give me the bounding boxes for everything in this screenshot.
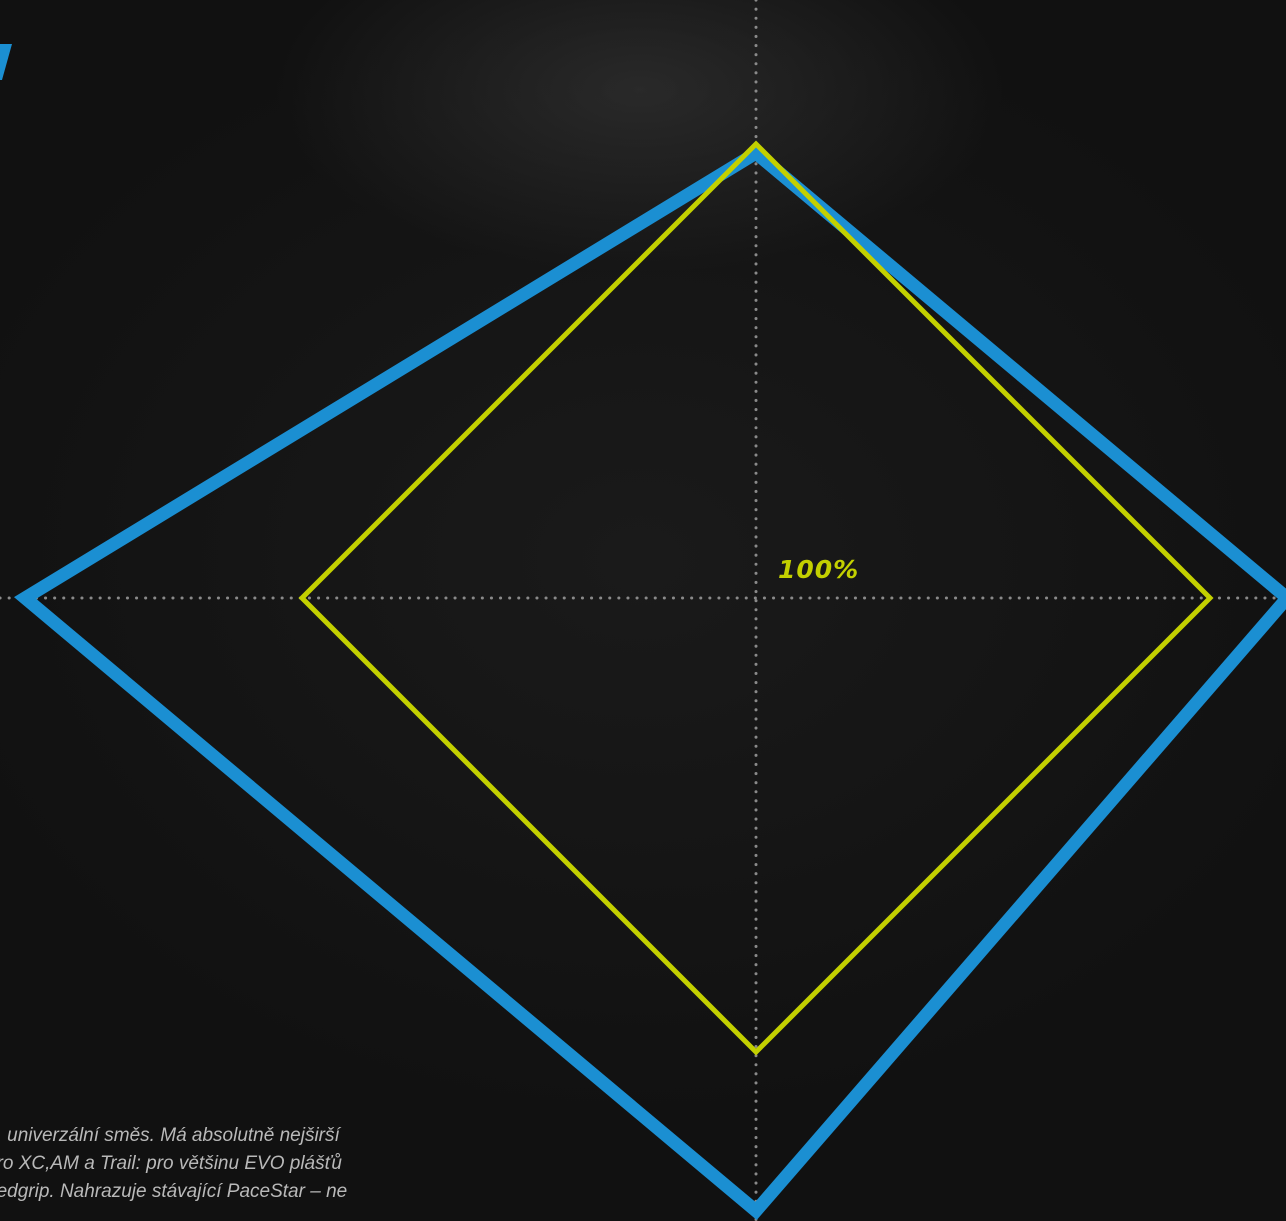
description-line-2: pro XC,AM a Trail: pro většinu EVO plášť… (0, 1153, 342, 1174)
series-polygon-2 (298, 140, 1214, 1056)
reference-value-label: 100% (778, 555, 859, 584)
description-line-3: eedgrip. Nahrazuje stávající PaceStar – … (0, 1181, 348, 1202)
logo-fragment-icon (0, 44, 12, 80)
description-text: 2, univerzální směs. Má absolutně nejšir… (0, 1122, 506, 1206)
series-polygon-1 (13, 145, 1286, 1220)
description-line-1: 2, univerzální směs. Má absolutně nejšir… (0, 1125, 340, 1146)
